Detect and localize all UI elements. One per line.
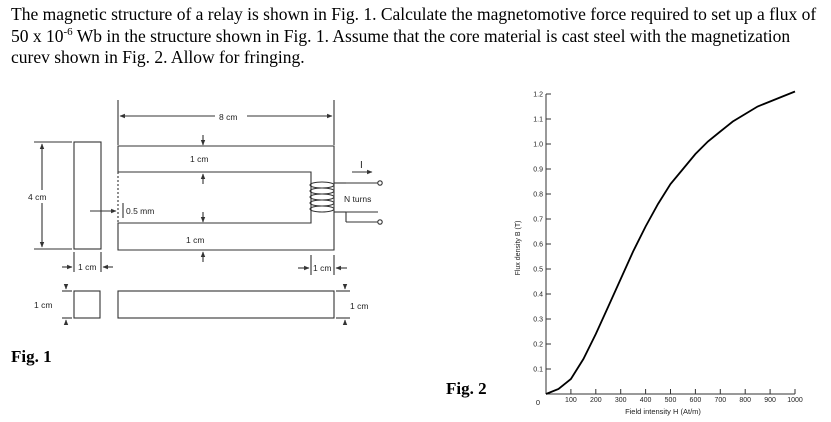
x-tick-label: 900: [764, 397, 776, 404]
chart-ylabel: Flux density B (T): [515, 221, 522, 276]
chart-axes: [545, 94, 795, 395]
x-tick-label: 600: [690, 397, 702, 404]
side-view-leg: [73, 141, 102, 250]
y-tick-label: 0.2: [533, 342, 543, 349]
problem-statement: The magnetic structure of a relay is sho…: [11, 4, 821, 69]
chart-xlabel: Field intensity H (At/m): [625, 407, 701, 416]
label-width: 8 cm: [219, 112, 237, 122]
fig1-caption: Fig. 1: [11, 347, 52, 366]
y-tick-label: 0.3: [533, 317, 543, 324]
coil: [309, 181, 378, 213]
x-tick-label: 400: [640, 397, 652, 404]
label-top-thickness: 1 cm: [190, 154, 208, 164]
relay-core: [117, 145, 335, 251]
label-air-gap: 0.5 mm: [126, 206, 154, 216]
x-tick-label: 700: [714, 397, 726, 404]
y-tick-label: 1.1: [533, 117, 543, 124]
y-tick-label: 0.1: [533, 367, 543, 374]
label-right-leg-width: 1 cm: [313, 263, 331, 273]
x-tick-label: 800: [739, 397, 751, 404]
magnetization-curve: [545, 90, 796, 395]
label-turns: N turns: [344, 194, 371, 204]
label-height: 4 cm: [28, 192, 46, 202]
chart-origin-label: 0: [536, 398, 540, 407]
label-section-square: 1 cm: [34, 300, 52, 310]
terminal-top: [377, 180, 383, 186]
y-tick-label: 0.6: [533, 242, 543, 249]
label-section-bar: 1 cm: [350, 301, 368, 311]
fig2-caption: Fig. 2: [446, 379, 487, 398]
x-tick-label: 500: [665, 397, 677, 404]
label-current: I: [360, 160, 363, 171]
chart-ticks: 0.1 0.2 0.3 0.4 0.5 0.6 0.7 0.8 0.9 1.0 1.1 1.2 100 2…: [533, 92, 803, 405]
y-tick-label: 0.7: [533, 217, 543, 224]
problem-exponent: -6: [63, 25, 73, 38]
x-tick-label: 300: [615, 397, 627, 404]
label-left-leg-width: 1 cm: [78, 262, 96, 272]
y-tick-label: 0.9: [533, 167, 543, 174]
label-bottom-thickness: 1 cm: [186, 235, 204, 245]
y-tick-label: 1.0: [533, 142, 543, 149]
y-tick-label: 0.4: [533, 292, 543, 299]
problem-text-part2: Wb in the structure shown in Fig. 1. Ass…: [11, 25, 791, 68]
y-tick-label: 0.5: [533, 267, 543, 274]
y-tick-label: 1.2: [533, 92, 543, 99]
cross-section-square: [73, 290, 101, 319]
cross-section-bar: [117, 290, 335, 319]
problem-text-part1: The magnetic structure of a relay is sho…: [11, 4, 817, 46]
y-tick-label: 0.8: [533, 192, 543, 199]
x-tick-label: 1000: [787, 397, 803, 404]
x-tick-label: 200: [590, 397, 602, 404]
x-tick-label: 100: [565, 397, 577, 404]
